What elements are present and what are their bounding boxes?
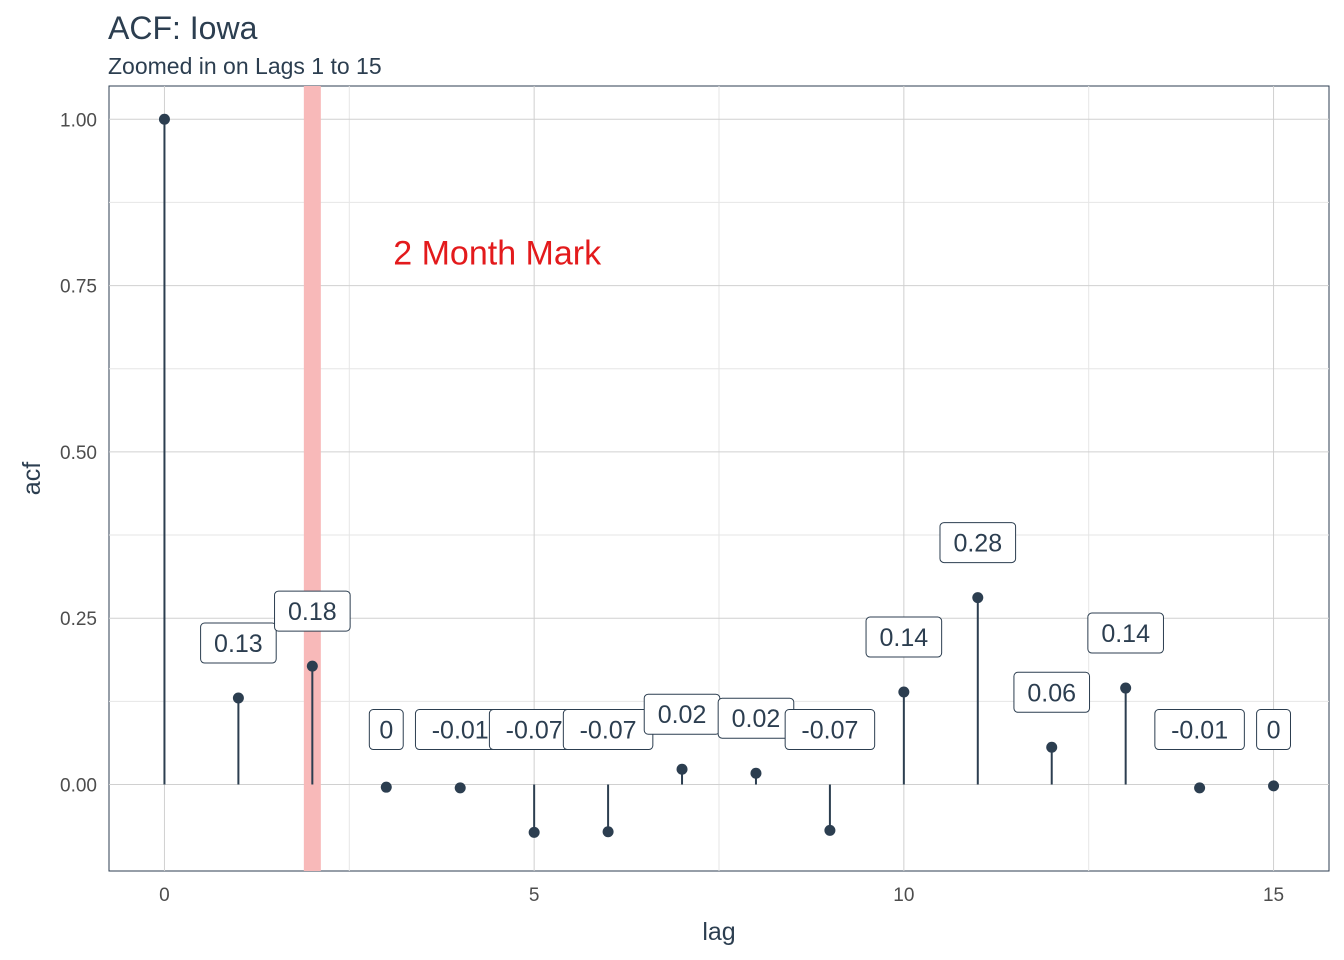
acf-point bbox=[306, 660, 318, 672]
data-label-text: 0.14 bbox=[1101, 620, 1150, 648]
data-label-text: -0.01 bbox=[1171, 717, 1228, 745]
data-label: -0.01 bbox=[414, 709, 506, 751]
data-label-text: 0.13 bbox=[214, 630, 263, 658]
chart-subtitle: Zoomed in on Lags 1 to 15 bbox=[108, 53, 382, 79]
data-label-text: 0.18 bbox=[288, 598, 337, 626]
data-label: -0.07 bbox=[562, 709, 654, 751]
y-tick-label: 0.75 bbox=[60, 277, 97, 298]
data-label-box bbox=[939, 522, 1017, 564]
acf-point bbox=[1194, 782, 1206, 794]
data-label-box bbox=[1154, 709, 1245, 751]
data-label-text: 0.02 bbox=[658, 701, 707, 729]
data-label: 0.18 bbox=[274, 590, 351, 632]
x-tick-label: 15 bbox=[1263, 885, 1284, 906]
data-label: -0.07 bbox=[784, 709, 876, 751]
y-axis-title: acf bbox=[18, 462, 46, 495]
data-label: 0.06 bbox=[1013, 671, 1091, 713]
acf-point bbox=[1120, 682, 1132, 694]
acf-point bbox=[528, 826, 540, 838]
data-label-text: 0 bbox=[1267, 717, 1281, 745]
data-label: 0.13 bbox=[200, 622, 277, 664]
data-label-box bbox=[368, 709, 404, 751]
data-label-box bbox=[1087, 612, 1164, 654]
data-label-box bbox=[784, 709, 876, 751]
data-label: 0.28 bbox=[939, 522, 1017, 564]
data-label-text: 0.06 bbox=[1027, 679, 1076, 707]
acf-point bbox=[1268, 780, 1280, 792]
acf-point bbox=[602, 826, 614, 838]
y-tick-label: 0.50 bbox=[60, 443, 97, 464]
acf-point bbox=[232, 692, 244, 704]
acf-point bbox=[750, 767, 762, 779]
y-tick-label: 1.00 bbox=[60, 110, 97, 131]
data-label-text: -0.07 bbox=[801, 717, 858, 745]
data-label-box bbox=[274, 590, 351, 632]
data-label-text: -0.07 bbox=[580, 717, 637, 745]
data-label: 0.14 bbox=[1087, 612, 1164, 654]
data-label: 0 bbox=[1256, 709, 1291, 751]
annotation-text: 2 Month Mark bbox=[393, 234, 602, 272]
data-label-box bbox=[1013, 671, 1091, 713]
data-label-text: 0.28 bbox=[953, 530, 1002, 558]
data-label-box bbox=[200, 622, 277, 664]
y-tick-label: 0.00 bbox=[60, 776, 97, 797]
data-label: -0.07 bbox=[488, 709, 580, 751]
y-tick-label: 0.25 bbox=[60, 609, 97, 630]
data-label: 0 bbox=[368, 709, 404, 751]
acf-point bbox=[380, 781, 392, 793]
acf-point bbox=[1046, 741, 1058, 753]
acf-point bbox=[898, 686, 910, 698]
data-label-text: 0.14 bbox=[880, 624, 929, 652]
acf-point bbox=[972, 592, 984, 604]
data-label-text: -0.01 bbox=[432, 717, 489, 745]
acf-point bbox=[824, 824, 836, 836]
data-label-text: -0.07 bbox=[506, 717, 563, 745]
data-label: 0.14 bbox=[865, 616, 943, 658]
x-axis-title: lag bbox=[702, 918, 735, 946]
data-label: 0.02 bbox=[717, 697, 795, 739]
data-label-text: 0 bbox=[379, 717, 393, 745]
acf-point bbox=[158, 113, 170, 125]
data-label: 0.02 bbox=[643, 693, 721, 735]
x-tick-label: 5 bbox=[529, 885, 540, 906]
chart-title: ACF: Iowa bbox=[108, 10, 258, 46]
data-label-box bbox=[1256, 709, 1291, 751]
x-tick-label: 10 bbox=[893, 885, 914, 906]
acf-point bbox=[676, 763, 688, 775]
highlight-band bbox=[303, 86, 321, 871]
acf-point bbox=[454, 782, 466, 794]
data-label: -0.01 bbox=[1154, 709, 1245, 751]
data-label-text: 0.02 bbox=[732, 705, 781, 733]
data-label-box bbox=[865, 616, 943, 658]
x-tick-label: 0 bbox=[159, 885, 170, 906]
